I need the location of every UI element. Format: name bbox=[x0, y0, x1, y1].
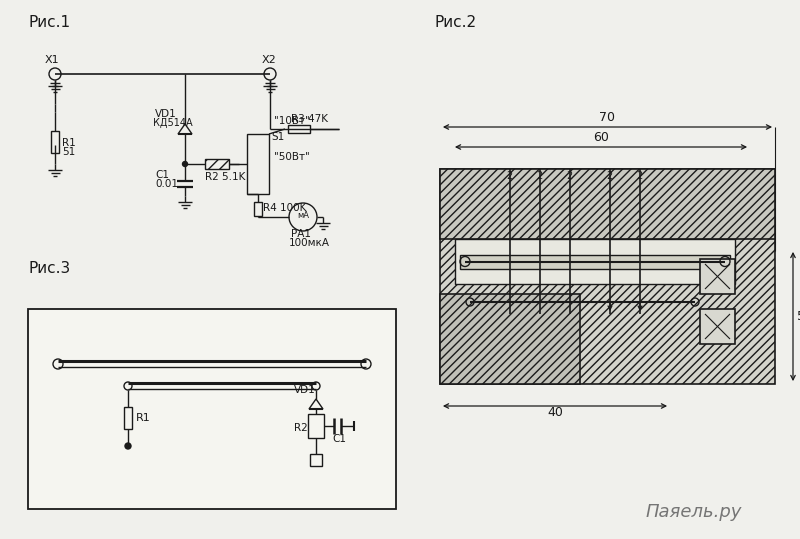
Text: R1: R1 bbox=[62, 138, 76, 148]
Text: Рис.3: Рис.3 bbox=[28, 261, 70, 276]
Text: "50Вт": "50Вт" bbox=[274, 152, 310, 162]
Text: R1: R1 bbox=[136, 413, 150, 423]
Text: 70: 70 bbox=[599, 111, 615, 124]
Text: мА: мА bbox=[297, 211, 309, 219]
Text: C1: C1 bbox=[155, 170, 169, 180]
Bar bbox=[440, 169, 775, 384]
Text: R2: R2 bbox=[294, 423, 308, 433]
Bar bbox=[288, 125, 310, 133]
Text: 2: 2 bbox=[536, 171, 542, 181]
Text: VD1: VD1 bbox=[294, 385, 316, 395]
Text: 2: 2 bbox=[566, 171, 572, 181]
Text: Рис.2: Рис.2 bbox=[435, 15, 477, 30]
Circle shape bbox=[125, 443, 131, 449]
Text: 2: 2 bbox=[606, 171, 612, 181]
Bar bbox=[440, 294, 580, 384]
Text: 50: 50 bbox=[797, 310, 800, 323]
Text: C1: C1 bbox=[332, 434, 346, 444]
Circle shape bbox=[182, 162, 187, 167]
Text: КД514А: КД514А bbox=[153, 118, 193, 128]
Text: "10Вт": "10Вт" bbox=[274, 116, 310, 126]
Text: 100мкА: 100мкА bbox=[289, 238, 330, 248]
Text: Паяель.ру: Паяель.ру bbox=[645, 503, 742, 521]
Text: 40: 40 bbox=[547, 406, 563, 419]
Bar bbox=[247, 134, 269, 194]
Text: R3 47K: R3 47K bbox=[291, 114, 328, 124]
Bar bbox=[440, 169, 775, 239]
Bar bbox=[51, 131, 59, 153]
Bar bbox=[310, 454, 322, 466]
Bar bbox=[460, 254, 730, 268]
Text: R2 5.1K: R2 5.1K bbox=[205, 172, 246, 182]
Text: R4 100K: R4 100K bbox=[263, 203, 306, 213]
Text: 0.01: 0.01 bbox=[155, 179, 178, 189]
Bar bbox=[254, 202, 262, 216]
Text: X2: X2 bbox=[262, 55, 277, 65]
Text: Рис.1: Рис.1 bbox=[28, 15, 70, 30]
Bar bbox=[700, 309, 735, 344]
Text: РА1: РА1 bbox=[291, 229, 311, 239]
Bar bbox=[205, 159, 229, 169]
Bar bbox=[124, 407, 132, 429]
Bar bbox=[700, 259, 735, 294]
Text: 60: 60 bbox=[593, 131, 609, 144]
Text: 51: 51 bbox=[62, 147, 75, 157]
Text: 2: 2 bbox=[636, 171, 642, 181]
Text: 2: 2 bbox=[506, 171, 512, 181]
Bar bbox=[28, 309, 396, 509]
Text: X1: X1 bbox=[45, 55, 60, 65]
Bar bbox=[455, 239, 735, 284]
Bar bbox=[308, 414, 324, 438]
Text: VD1: VD1 bbox=[155, 109, 177, 119]
Text: S1: S1 bbox=[271, 132, 284, 142]
